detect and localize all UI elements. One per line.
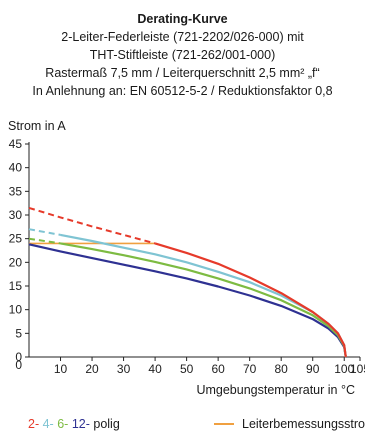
series-2-pole-line <box>154 242 347 358</box>
legend-pole-4: 4- <box>42 417 54 431</box>
y-tick-label: 35 <box>9 184 23 198</box>
chart-subtitle-line: In Anlehnung an: EN 60512-5-2 / Reduktio… <box>32 84 333 98</box>
chart-subtitle-line: 2-Leiter-Federleiste (721-2202/026-000) … <box>61 30 304 44</box>
x-tick-label: 40 <box>148 362 162 376</box>
rated-current-swatch <box>214 423 234 425</box>
y-tick-label: 40 <box>9 161 23 175</box>
y-tick-label: 15 <box>9 279 23 293</box>
x-tick-label: 70 <box>243 362 257 376</box>
chart-title: Derating-Kurve <box>137 12 228 26</box>
y-tick-label: 20 <box>9 255 23 269</box>
series-6-pole-dashed <box>28 237 61 245</box>
y-tick-label: 30 <box>9 208 23 222</box>
legend-pole-suffix: polig <box>89 417 120 431</box>
x-tick-label: 105 <box>350 362 365 376</box>
y-tick-label: 5 <box>15 326 22 340</box>
x-tick-label: 30 <box>117 362 131 376</box>
x-tick-label: 20 <box>85 362 99 376</box>
pole-legend: 2- 4- 6- 12- polig <box>28 417 120 431</box>
series-2-pole-dashed <box>28 206 156 245</box>
series-4-pole-line <box>60 233 347 358</box>
y-tick-label: 10 <box>9 303 23 317</box>
legend-pole-2: 2- <box>28 417 40 431</box>
rated-current-label: Leiterbemessungsstrom <box>242 417 365 431</box>
x-tick-label: 80 <box>275 362 289 376</box>
x-axis-label: Umgebungstemperatur in °C <box>196 383 355 397</box>
y-axis-label: Strom in A <box>8 119 66 133</box>
chart-subtitle-line: Rastermaß 7,5 mm / Leiterquerschnitt 2,5… <box>45 66 320 80</box>
x-tick-label: 60 <box>211 362 225 376</box>
y-tick-label: 0 <box>15 350 22 364</box>
x-tick-label: 50 <box>180 362 194 376</box>
x-tick-label: 10 <box>54 362 68 376</box>
y-tick-label: 45 <box>9 137 23 151</box>
series-12-pole-line <box>28 243 347 358</box>
y-tick-label: 25 <box>9 232 23 246</box>
legend-pole-6: 6- <box>57 417 69 431</box>
chart-header: Derating-Kurve 2-Leiter-Federleiste (721… <box>0 10 365 100</box>
x-tick-label: 90 <box>306 362 320 376</box>
legend-pole-12: 12- <box>71 417 90 431</box>
series-4-pole-dashed <box>28 228 61 236</box>
rated-current-legend: Leiterbemessungsstrom <box>214 417 365 431</box>
origin-label: 0 <box>15 358 22 372</box>
x-tick-label: 100 <box>334 362 354 376</box>
chart-subtitle-line: THT-Stiftleiste (721-262/001-000) <box>89 48 276 62</box>
